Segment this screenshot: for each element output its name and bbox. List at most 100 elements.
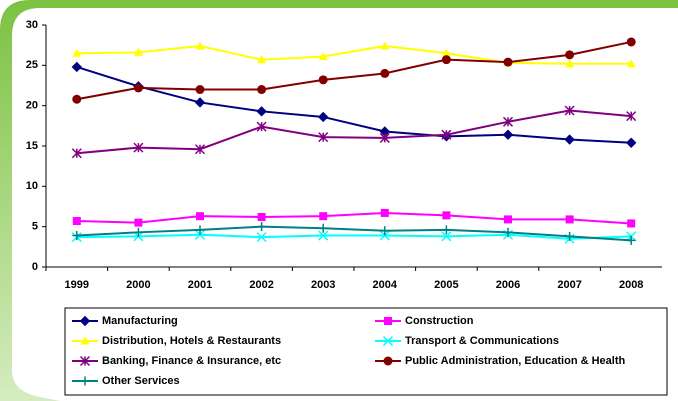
marker xyxy=(502,129,514,140)
marker xyxy=(441,129,452,140)
marker xyxy=(565,50,575,60)
marker xyxy=(318,132,329,143)
marker xyxy=(318,75,328,85)
legend-label: Public Administration, Education & Healt… xyxy=(405,355,626,367)
series-line xyxy=(76,44,632,65)
marker xyxy=(626,59,636,68)
series-line xyxy=(76,65,632,144)
marker xyxy=(627,219,636,228)
x-tick-label: 2007 xyxy=(557,279,581,291)
legend-label: Construction xyxy=(405,315,474,327)
legend-label: Distribution, Hotels & Restaurants xyxy=(102,335,281,347)
marker xyxy=(504,215,512,224)
x-tick-label: 2002 xyxy=(249,279,273,291)
marker xyxy=(318,223,328,233)
marker xyxy=(133,83,143,93)
marker xyxy=(257,222,267,232)
marker xyxy=(383,356,393,366)
marker xyxy=(72,94,82,104)
legend-label: Other Services xyxy=(102,375,180,387)
marker xyxy=(441,225,451,235)
marker xyxy=(72,48,82,57)
marker xyxy=(196,212,204,221)
marker xyxy=(564,134,575,145)
marker xyxy=(565,231,575,241)
marker xyxy=(133,227,143,237)
marker xyxy=(72,231,82,241)
y-tick-label: 20 xyxy=(26,100,38,112)
y-tick-label: 0 xyxy=(32,261,38,273)
x-tick-label: 2006 xyxy=(496,279,520,291)
marker xyxy=(564,105,575,116)
marker xyxy=(379,230,390,241)
marker xyxy=(626,111,637,122)
y-tick-label: 15 xyxy=(26,140,38,152)
marker xyxy=(502,116,514,127)
legend-label: Transport & Communications xyxy=(405,335,559,347)
marker xyxy=(79,315,91,327)
marker xyxy=(317,111,329,123)
legend-box xyxy=(64,307,668,396)
marker xyxy=(626,235,636,245)
marker xyxy=(380,208,389,217)
marker xyxy=(79,355,91,367)
marker xyxy=(80,336,90,345)
series-line xyxy=(76,233,632,240)
marker xyxy=(382,335,394,347)
marker xyxy=(256,121,267,132)
x-tick-label: 2004 xyxy=(373,279,398,291)
series-line xyxy=(76,211,632,225)
series-line xyxy=(76,40,632,101)
marker xyxy=(257,55,267,64)
marker xyxy=(319,212,328,221)
marker xyxy=(380,41,390,50)
x-tick-label: 1999 xyxy=(65,279,89,291)
marker xyxy=(503,57,513,67)
marker xyxy=(194,229,206,240)
marker xyxy=(441,55,451,65)
marker xyxy=(195,225,205,235)
marker xyxy=(71,61,83,73)
x-tick-label: 2001 xyxy=(188,279,212,291)
marker xyxy=(195,85,205,95)
marker xyxy=(384,317,392,325)
marker xyxy=(256,106,267,117)
marker xyxy=(71,148,82,159)
marker xyxy=(194,144,206,155)
marker xyxy=(72,217,81,226)
marker xyxy=(565,215,574,224)
legend-label: Manufacturing xyxy=(102,315,178,327)
marker xyxy=(442,211,451,220)
y-tick-label: 5 xyxy=(32,221,38,233)
marker xyxy=(257,212,266,221)
marker xyxy=(256,232,267,243)
x-tick-label: 2008 xyxy=(619,279,643,291)
marker xyxy=(380,226,390,236)
marker xyxy=(318,51,328,60)
marker xyxy=(379,132,390,143)
marker xyxy=(318,230,329,241)
marker xyxy=(503,227,513,237)
marker xyxy=(133,142,144,153)
y-tick-label: 30 xyxy=(26,19,38,31)
marker xyxy=(441,231,452,242)
marker xyxy=(194,97,206,108)
marker xyxy=(257,85,267,95)
series-line xyxy=(76,225,632,242)
marker xyxy=(626,37,636,47)
x-tick-label: 2003 xyxy=(311,279,335,291)
marker xyxy=(441,48,451,57)
marker xyxy=(380,68,390,78)
marker xyxy=(80,376,90,386)
marker xyxy=(625,137,637,148)
marker xyxy=(565,59,575,68)
marker xyxy=(133,47,143,56)
x-tick-label: 2000 xyxy=(126,279,150,291)
series-line xyxy=(76,109,632,155)
x-tick-label: 2005 xyxy=(434,279,458,291)
y-tick-label: 10 xyxy=(26,180,38,192)
legend-label: Banking, Finance & Insurance, etc xyxy=(102,355,281,367)
marker xyxy=(134,218,143,227)
